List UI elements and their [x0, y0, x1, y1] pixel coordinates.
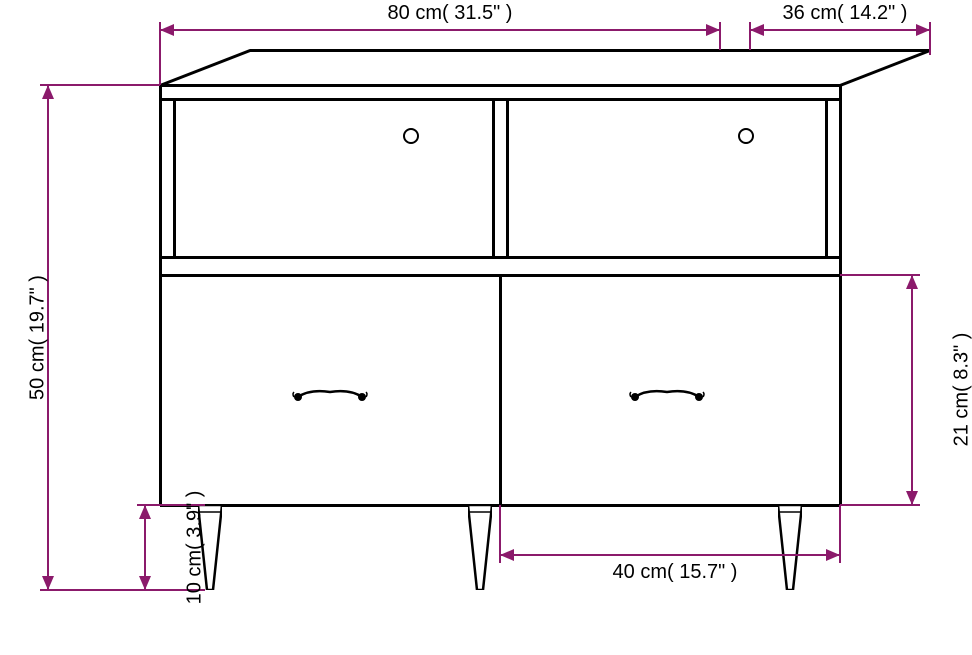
diagram-canvas: 80 cm( 31.5" ) 36 cm( 14.2" ) 50 cm( 19.7"…	[0, 0, 972, 655]
arrow	[906, 491, 918, 505]
dim-height-label: 50 cm( 19.7" )	[27, 252, 50, 422]
arrow	[42, 85, 54, 99]
mounting-hole	[738, 128, 754, 144]
arrow	[750, 24, 764, 36]
arrow	[160, 24, 174, 36]
dim-depth-label: 36 cm( 14.2" )	[760, 2, 930, 25]
arrow	[42, 576, 54, 590]
dim-drawer-width-label: 40 cm( 15.7" )	[585, 561, 765, 584]
arrow	[916, 24, 930, 36]
drawer-handle	[290, 387, 370, 407]
dim-leg-height-label: 10 cm( 3.9" )	[184, 467, 207, 627]
dim-width-label: 80 cm( 31.5" )	[360, 2, 540, 25]
mounting-hole	[403, 128, 419, 144]
arrow	[706, 24, 720, 36]
arrow	[906, 275, 918, 289]
drawer-handle	[627, 387, 707, 407]
dim-drawer-height-label: 21 cm( 8.3" )	[951, 310, 972, 470]
arrow	[139, 505, 151, 519]
arrow	[500, 549, 514, 561]
arrow	[139, 576, 151, 590]
arrow	[826, 549, 840, 561]
